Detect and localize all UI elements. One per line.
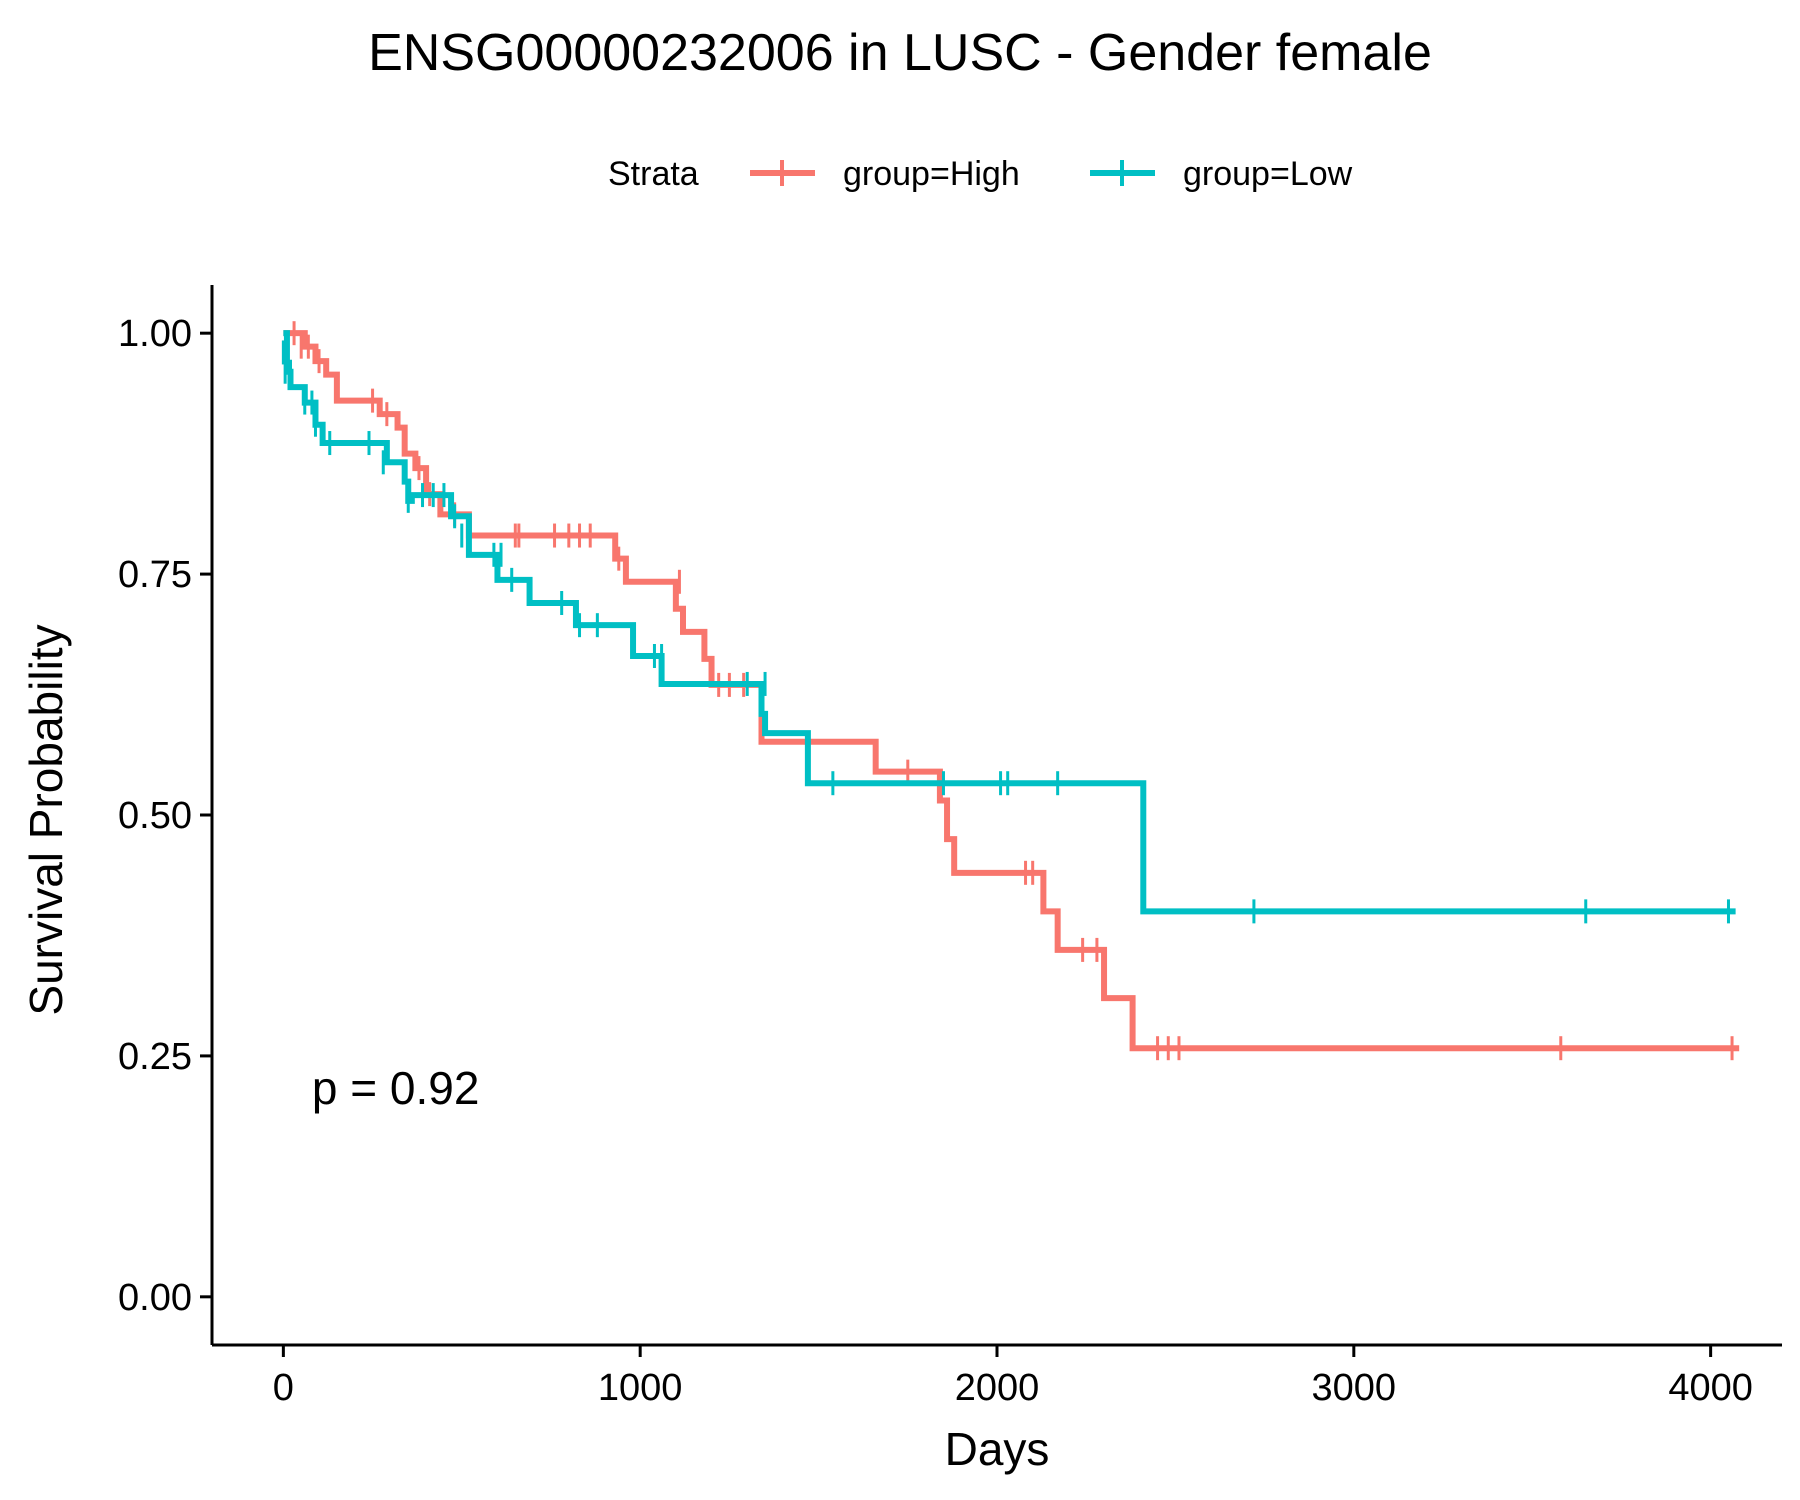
legend-label-high: group=High [843, 155, 1020, 193]
y-tick-label: 0.00 [118, 1277, 192, 1319]
x-tick-label: 0 [273, 1367, 294, 1409]
y-tick-label: 0.25 [118, 1036, 192, 1078]
survival-curve-low [283, 330, 1736, 915]
legend-item-high: group=High [750, 155, 1020, 193]
chart-title: ENSG00000232006 in LUSC - Gender female [368, 24, 1432, 82]
p-value-annotation: p = 0.92 [312, 1062, 480, 1114]
x-tick-label: 2000 [955, 1367, 1040, 1409]
legend-item-low: group=Low [1090, 155, 1353, 193]
legend-title: Strata [608, 155, 699, 193]
plot-area: 0 1000 2000 3000 4000 0.00 0.25 0.50 0.75 1.00 [118, 285, 1782, 1409]
x-tick-label: 4000 [1668, 1367, 1753, 1409]
y-tick-label: 0.50 [118, 795, 192, 837]
x-tick-label: 3000 [1312, 1367, 1397, 1409]
y-tick-label: 0.75 [118, 554, 192, 596]
survival-curve-high [283, 330, 1740, 1052]
x-axis-title: Days [945, 1423, 1050, 1475]
y-axis-title: Survival Probability [20, 624, 72, 1015]
x-tick-label: 1000 [598, 1367, 683, 1409]
legend: Strata group=High group=Low [608, 155, 1353, 193]
y-tick-label: 1.00 [118, 313, 192, 355]
legend-label-low: group=Low [1183, 155, 1353, 193]
